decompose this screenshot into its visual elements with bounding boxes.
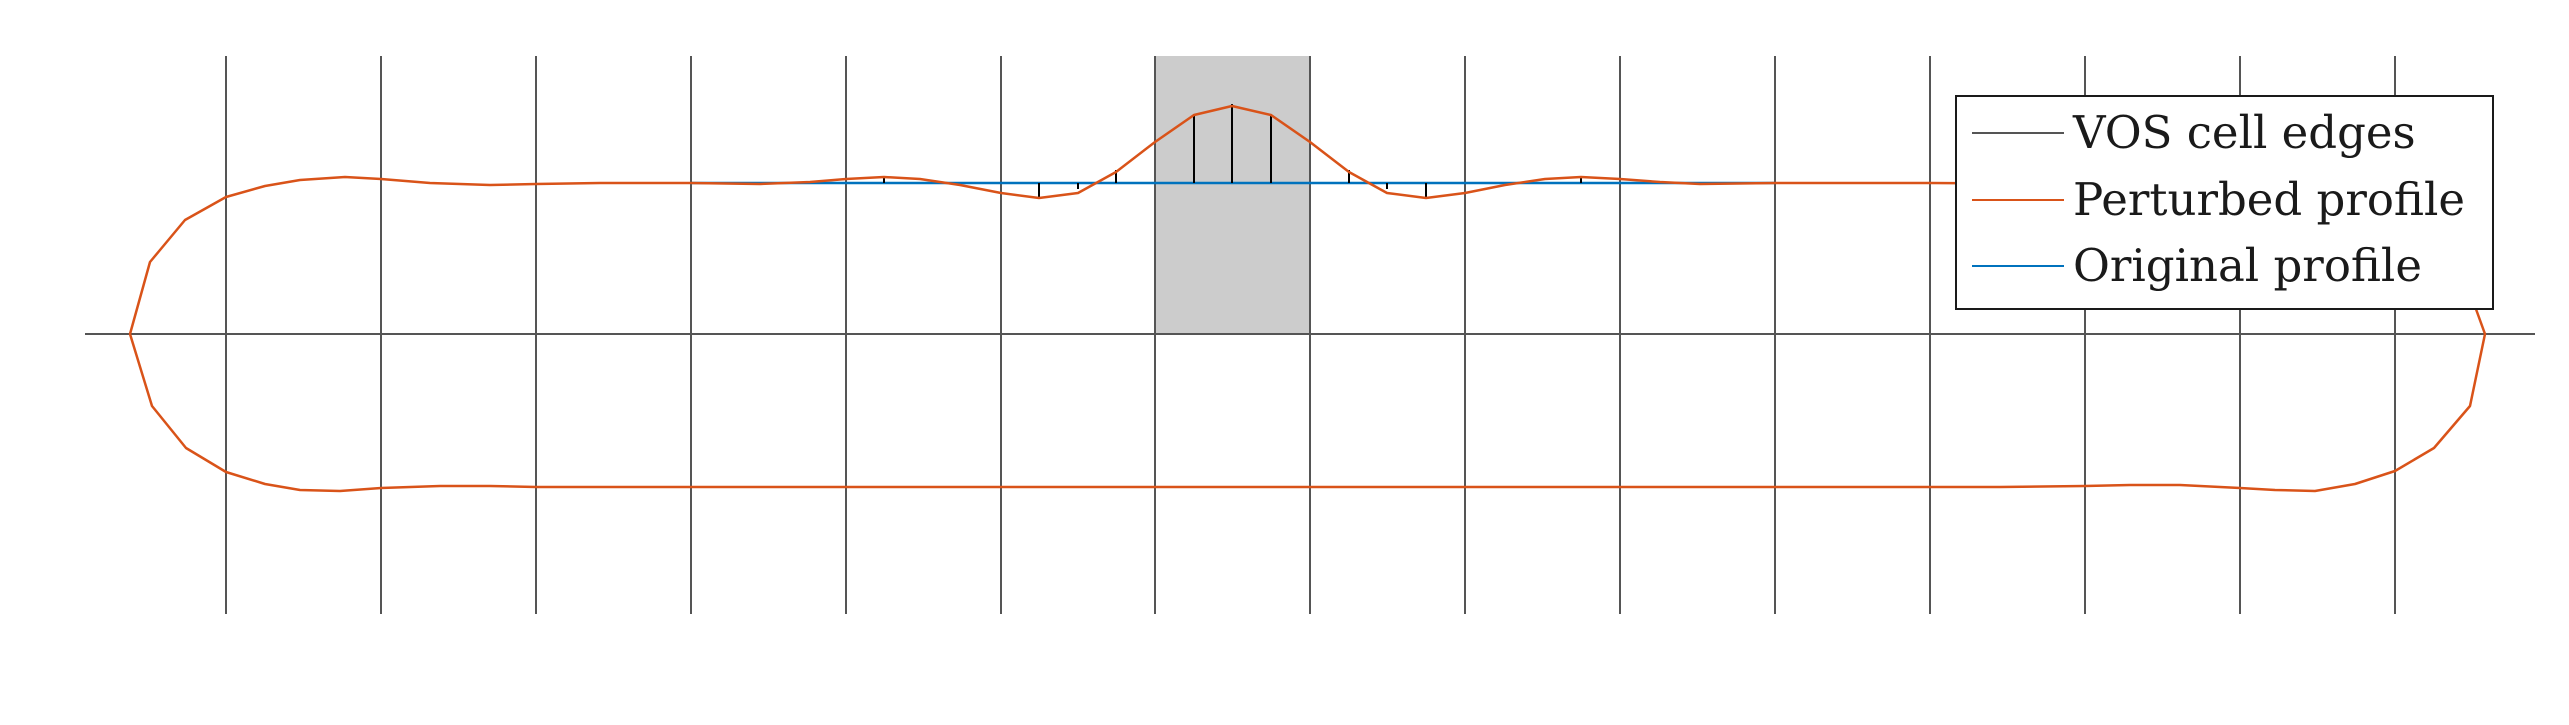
highlighted-cell <box>1155 56 1310 334</box>
legend: VOS cell edges Perturbed profile Origina… <box>1955 95 2494 310</box>
legend-label: Perturbed profile <box>2073 173 2465 226</box>
perturbation-markers <box>883 104 1582 198</box>
legend-label: Original profile <box>2073 239 2422 292</box>
legend-box <box>1955 95 2494 310</box>
legend-label: VOS cell edges <box>2072 106 2416 159</box>
